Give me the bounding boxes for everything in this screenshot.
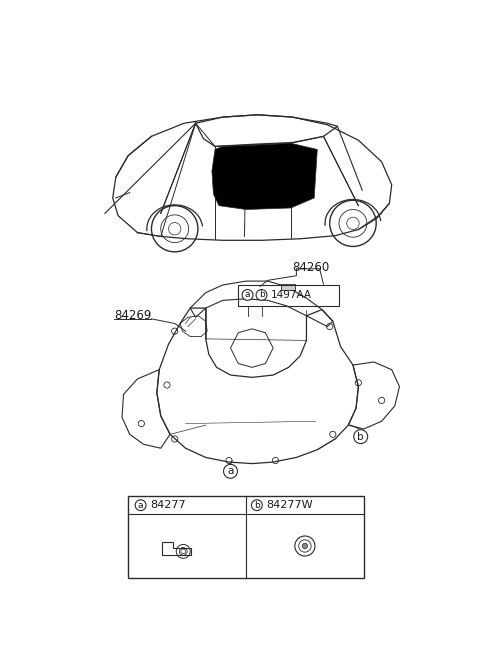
Text: 84260: 84260 [292,261,330,274]
Text: b: b [254,500,260,510]
Polygon shape [212,143,317,210]
Text: 84269: 84269 [114,309,152,322]
Circle shape [302,543,308,549]
FancyBboxPatch shape [281,284,295,290]
Text: a: a [228,466,234,476]
Text: a: a [245,290,250,299]
Text: b: b [259,290,264,299]
Circle shape [252,500,262,510]
Text: a: a [138,500,144,510]
Text: 84277: 84277 [150,500,186,510]
Circle shape [224,464,238,478]
Circle shape [354,430,368,443]
Text: 1497AA: 1497AA [271,290,312,300]
Circle shape [135,500,146,510]
Text: 84277W: 84277W [266,500,313,510]
Text: b: b [358,432,364,441]
Circle shape [242,290,253,301]
Circle shape [256,290,267,301]
